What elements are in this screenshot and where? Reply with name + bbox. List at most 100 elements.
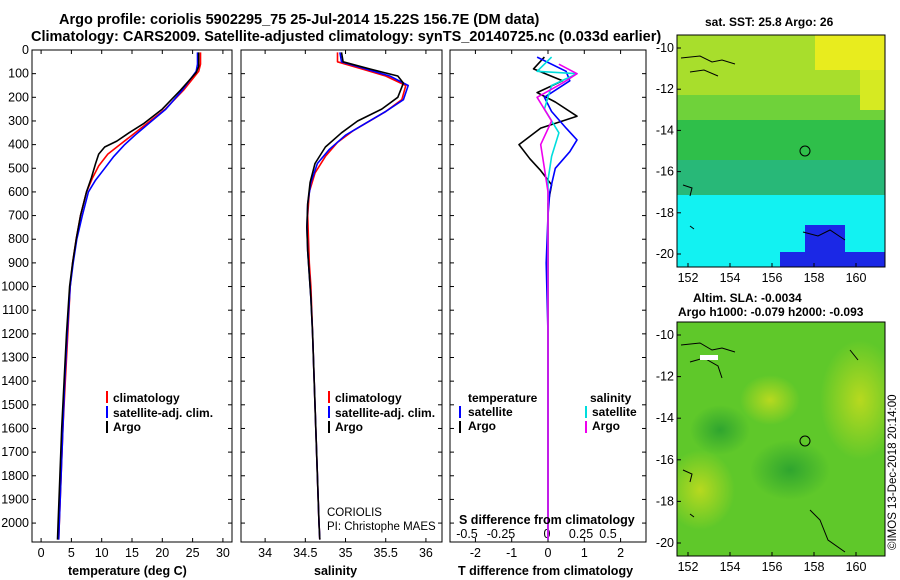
xtick-label: 0 [545, 546, 552, 560]
legend-climatology-label: climatology [113, 391, 180, 405]
sst-argo-location-marker [799, 145, 811, 157]
map-lon-label: 160 [846, 271, 867, 285]
ytick-label: 900 [8, 256, 29, 270]
sst-yellow-patch [815, 35, 885, 70]
map-lon-label: 158 [804, 271, 825, 285]
salinity-xlabel: salinity [314, 564, 357, 578]
xtick-label: 34 [258, 546, 272, 560]
sst-map-frame [676, 34, 886, 268]
series-line-satellite-adj-clim- [57, 52, 199, 540]
series-line-salinity-argo [536, 63, 578, 540]
sla-yellow-blob-2 [677, 450, 735, 530]
title-line-2: Climatology: CARS2009. Satellite-adjuste… [31, 29, 662, 45]
diff-legend-sal-argo-label: Argo [592, 419, 620, 433]
series-line-argo [306, 52, 405, 540]
xtick-label: 10 [95, 546, 109, 560]
sla-yellow-blob-3 [740, 375, 800, 425]
ytick-label: 1700 [1, 445, 29, 459]
xtick-label: -2 [470, 546, 481, 560]
map-lon-label: 154 [720, 271, 741, 285]
series-line-argo [56, 52, 200, 540]
difference-t-xlabel: T difference from climatology [458, 564, 633, 578]
sla-map-title-2: Argo h1000: -0.079 h2000: -0.093 [678, 305, 864, 319]
ytick-label: 100 [8, 67, 29, 81]
s-tick-label: -0.5 [456, 527, 478, 541]
footer-timestamp: ©IMOS 13-Dec-2018 20:14:00 [887, 394, 899, 550]
legend-argo-label: Argo [113, 420, 141, 434]
xtick-label: 35 [339, 546, 353, 560]
xtick-label: -1 [506, 546, 517, 560]
diff-legend-temp-title: temperature [468, 391, 538, 405]
xtick-label: 5 [68, 546, 75, 560]
ytick-label: 2000 [1, 516, 29, 530]
temperature-panel [31, 49, 233, 543]
ytick-label: 1600 [1, 421, 29, 435]
s-tick-label: 0 [544, 527, 551, 541]
temperature-legend: climatology satellite-adj. clim. Argo [106, 391, 213, 434]
map-lon-label: 154 [720, 560, 741, 574]
sla-white-island [700, 355, 718, 360]
map-lat-label: -18 [656, 494, 674, 508]
map-lon-label: 152 [678, 271, 699, 285]
xtick-label: 15 [125, 546, 139, 560]
sla-yellow-blob-1 [820, 340, 885, 460]
sla-coastline [680, 342, 859, 553]
map-lon-label: 160 [846, 560, 867, 574]
ytick-label: 1300 [1, 351, 29, 365]
title-line-1: Argo profile: coriolis 5902295_75 25-Jul… [59, 12, 540, 28]
s-tick-label: -0.25 [487, 527, 516, 541]
map-lat-label: -20 [656, 536, 674, 550]
ytick-label: 1100 [2, 303, 29, 317]
sst-map-title: sat. SST: 25.8 Argo: 26 [705, 15, 834, 29]
sal-legend-argo-label: Argo [335, 420, 363, 434]
s-tick-label: 0.25 [569, 527, 593, 541]
sla-dark-blob-1 [750, 440, 830, 500]
ytick-label: 500 [8, 161, 29, 175]
sst-green-band [677, 120, 885, 160]
diff-legend-temp-satellite-label: satellite [468, 405, 513, 419]
ytick-label: 0 [22, 43, 29, 57]
xtick-label: 34.5 [293, 546, 317, 560]
xtick-label: 0 [38, 546, 45, 560]
sst-coastline [680, 55, 846, 241]
sal-legend-satellite-label: satellite-adj. clim. [335, 406, 435, 420]
ytick-label: 1400 [1, 374, 29, 388]
diff-legend-temp-argo-label: Argo [468, 419, 496, 433]
ytick-label: 400 [8, 138, 29, 152]
diff-legend-sal-title: salinity [590, 391, 632, 405]
ytick-label: 1200 [1, 327, 29, 341]
map-lat-label: -16 [656, 165, 674, 179]
diff-legend-sal-satellite-label: satellite [592, 405, 637, 419]
sla-map [677, 322, 885, 556]
map-lat-label: -20 [656, 247, 674, 261]
map-lon-label: 152 [678, 560, 699, 574]
s-tick-label: 0.5 [599, 527, 616, 541]
sla-argo-location-marker [799, 435, 811, 447]
sla-dark-blob-2 [690, 405, 750, 455]
ytick-label: 300 [8, 114, 29, 128]
map-lat-label: -10 [656, 328, 674, 342]
legend-satellite-label: satellite-adj. clim. [113, 406, 213, 420]
xtick-label: 25 [186, 546, 200, 560]
sst-map [677, 35, 885, 267]
salinity-panel [240, 49, 443, 543]
xtick-label: 36 [419, 546, 433, 560]
sal-legend-climatology-label: climatology [335, 391, 402, 405]
xtick-label: 35.5 [374, 546, 398, 560]
map-lat-label: -12 [656, 82, 674, 96]
map-lon-label: 158 [804, 560, 825, 574]
temperature-xlabel: temperature (deg C) [68, 564, 187, 578]
xtick-label: 1 [581, 546, 588, 560]
map-lat-label: -18 [656, 206, 674, 220]
difference-legend: temperature satellite Argo salinity sate… [459, 391, 637, 433]
ytick-label: 1900 [1, 492, 29, 506]
map-lon-label: 156 [762, 271, 783, 285]
xtick-label: 30 [216, 546, 230, 560]
sla-map-frame [676, 321, 886, 557]
ytick-label: 800 [8, 232, 29, 246]
map-lat-label: -12 [656, 370, 674, 384]
map-lat-label: -14 [656, 123, 674, 137]
ytick-label: 1000 [1, 280, 29, 294]
series-line-temperature-satellite [536, 56, 578, 540]
credit-pi: PI: Christophe MAES [327, 521, 436, 533]
